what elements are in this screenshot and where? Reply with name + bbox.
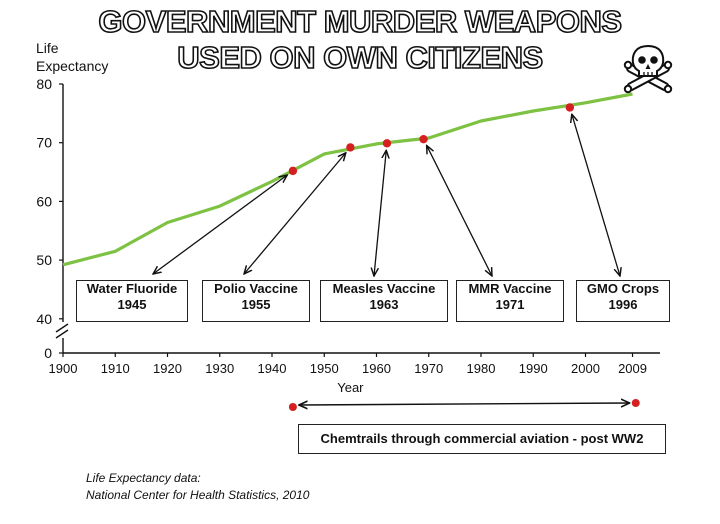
annotation-arrow — [374, 150, 386, 276]
span-end-point — [631, 399, 640, 407]
annotation-box-gmo-crops: GMO Crops 1996 — [576, 280, 670, 322]
y-tick-label: 40 — [36, 311, 52, 327]
y-tick-label: 0 — [44, 345, 52, 361]
x-tick-label: 1910 — [101, 361, 130, 376]
annotation-name: MMR Vaccine — [468, 281, 552, 296]
chemtrails-box: Chemtrails through commercial aviation -… — [298, 424, 666, 454]
source-line-2: National Center for Health Statistics, 2… — [86, 488, 310, 502]
event-point — [382, 139, 392, 148]
annotation-year: 1963 — [369, 297, 399, 312]
event-point — [288, 166, 298, 176]
x-tick-label: 1970 — [414, 361, 443, 376]
span-start-point — [288, 403, 297, 411]
x-tick-label: 1930 — [205, 361, 234, 376]
source-line-1: Life Expectancy data: — [86, 471, 201, 485]
axis-break-mark — [55, 329, 69, 339]
x-tick-label: 1990 — [519, 361, 548, 376]
annotation-arrow — [153, 175, 287, 274]
x-tick-label: 1940 — [258, 361, 287, 376]
annotation-year: 1955 — [241, 297, 271, 312]
annotation-box-measles-vaccine: Measles Vaccine 1963 — [320, 280, 448, 322]
annotation-box-polio-vaccine: Polio Vaccine 1955 — [202, 280, 310, 322]
annotation-box-mmr-vaccine: MMR Vaccine 1971 — [456, 280, 564, 322]
chemtrails-span-arrow — [299, 403, 630, 405]
annotation-name: Measles Vaccine — [332, 281, 436, 296]
y-tick-label: 70 — [36, 135, 52, 151]
x-tick-label: 1950 — [310, 361, 339, 376]
x-tick-label: 2009 — [618, 361, 647, 376]
x-tick-label: 1960 — [362, 361, 391, 376]
annotation-name: Polio Vaccine — [214, 281, 298, 296]
annotation-box-water-fluoride: Water Fluoride 1945 — [76, 280, 188, 322]
x-axis-label: Year — [337, 380, 364, 395]
x-tick-label: 1980 — [467, 361, 496, 376]
annotation-arrow — [572, 114, 620, 276]
annotation-arrow — [427, 145, 492, 276]
annotation-year: 1996 — [608, 297, 638, 312]
x-tick-label: 1920 — [153, 361, 182, 376]
annotation-name: GMO Crops — [586, 281, 660, 296]
skull-crossbones-icon — [623, 44, 673, 94]
annotation-arrow — [244, 153, 346, 274]
x-tick-label: 2000 — [571, 361, 600, 376]
event-point — [419, 134, 428, 144]
event-point — [565, 103, 575, 112]
annotation-year: 1945 — [117, 297, 147, 312]
y-axis-label-line-1: Life — [36, 40, 59, 56]
chart-title-line-1: GOVERNMENT MURDER WEAPONS — [98, 4, 623, 39]
annotation-year: 1971 — [495, 297, 525, 312]
y-tick-label: 60 — [36, 193, 52, 209]
y-tick-label: 80 — [36, 76, 52, 92]
annotation-name: Water Fluoride — [86, 281, 178, 296]
x-tick-label: 1900 — [49, 361, 78, 376]
axis-break-mark — [55, 323, 69, 333]
chart-title-line-2: USED ON OWN CITIZENS — [176, 40, 544, 75]
y-tick-label: 50 — [36, 252, 52, 268]
y-axis-label-line-2: Expectancy — [36, 58, 109, 74]
event-point — [346, 143, 355, 152]
series-line-life-expectancy — [62, 92, 633, 267]
